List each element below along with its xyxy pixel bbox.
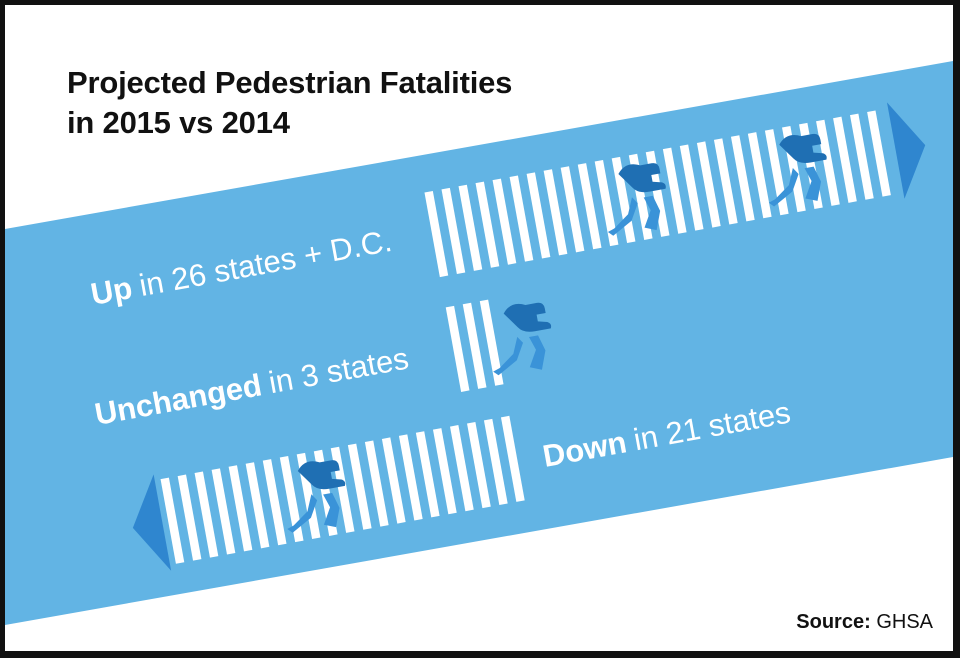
stripe [458, 184, 483, 271]
stripe [713, 138, 738, 225]
stripe [415, 431, 440, 518]
crosswalk-chart: Upin 26 states + D.C.Unchangedin 3 state… [5, 61, 953, 625]
stripe [381, 437, 406, 524]
stripe [445, 305, 470, 392]
stripe [679, 144, 704, 231]
source-note: Source: GHSA [796, 611, 933, 634]
label-emphasis: Up [88, 270, 135, 312]
pedestrian-icon-body [503, 302, 552, 332]
stripe [211, 468, 236, 555]
pedestrian-icon-body [297, 460, 346, 490]
stripe [245, 462, 270, 549]
pedestrian-icon [493, 302, 552, 376]
chart-title-line-2: in 2015 vs 2014 [67, 105, 290, 140]
pedestrian-icon [768, 133, 827, 207]
stripe [730, 135, 755, 222]
arrow-up-trend [886, 102, 926, 199]
stripe [867, 110, 891, 197]
chart-title: Projected Pedestrian Fatalities in 2015 … [67, 63, 512, 143]
stripe [483, 418, 508, 506]
stripe [398, 434, 423, 521]
crosswalk-up [424, 102, 926, 278]
stripe [279, 455, 304, 543]
pedestrian-icon [607, 163, 666, 236]
stripe [509, 175, 534, 262]
pedestrian-icon-legs [287, 492, 340, 533]
stripe [560, 166, 585, 253]
crosswalk-unchanged [445, 299, 552, 392]
stripe [424, 190, 449, 278]
stripe [194, 471, 219, 558]
stripe [462, 302, 487, 389]
stripe [543, 169, 568, 256]
stripe [347, 443, 372, 530]
source-label: Source: [796, 611, 871, 633]
stripe [500, 415, 525, 502]
stripe [432, 428, 457, 515]
stripe [160, 477, 185, 564]
stripe [816, 119, 840, 206]
stripe [850, 113, 874, 200]
stripe [228, 465, 253, 552]
stripe [177, 474, 202, 561]
pedestrian-icon-legs [768, 166, 822, 207]
arrow-down-trend [132, 474, 172, 571]
stripe [833, 116, 857, 203]
stripe [441, 187, 466, 274]
stripe [479, 299, 504, 386]
stripe [475, 181, 500, 268]
crosswalk-down [132, 415, 525, 571]
stripe [364, 440, 389, 527]
chart-title-line-1: Projected Pedestrian Fatalities [67, 65, 513, 100]
source-value: GHSA [876, 611, 933, 633]
stripe [594, 160, 619, 247]
pedestrian-icon-body [618, 163, 666, 193]
stripe [662, 147, 687, 234]
stripe [696, 141, 721, 228]
pedestrian-icon [287, 460, 346, 533]
stripe [467, 421, 491, 509]
pedestrian-icon-legs [493, 335, 546, 376]
stripe [526, 172, 551, 259]
stripe [262, 459, 287, 546]
stripe [449, 425, 474, 512]
pedestrian-icon-body [779, 133, 827, 163]
pedestrian-icon-legs [607, 195, 661, 236]
stripe [747, 132, 772, 219]
stripe [577, 163, 602, 250]
stripe [492, 178, 517, 265]
